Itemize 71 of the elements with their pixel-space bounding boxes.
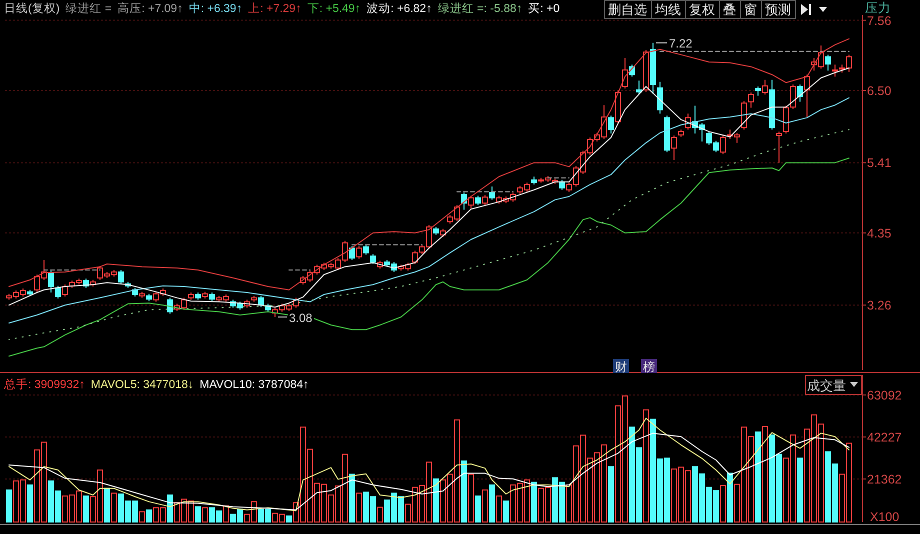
bar [83,496,89,522]
y-tick-label: 5.41 [867,156,892,170]
bar [496,496,502,522]
text: 高压: +7.09↑ [118,1,183,15]
bar [286,515,292,522]
y-tick-label: 4.35 [867,226,892,240]
y-tick-label: 7.56 [867,14,892,28]
text: 绿进红 =: -5.88↑ [438,2,522,15]
y-axis-title: 压力 [865,1,891,15]
bar [27,484,33,522]
annotation: 成交量 [807,378,846,393]
annotation: 榜 [643,360,655,374]
bar [461,460,467,522]
bar [797,458,803,522]
bar [727,472,733,522]
line-series [8,38,850,290]
bar [643,409,649,522]
y-tick-label: 42227 [867,430,902,444]
bar [146,509,152,522]
annotation: 叠 [723,2,736,17]
text: MAVOL10: 3787084↑ [200,379,309,391]
line-series [8,97,850,324]
text: MAVOL5: 3477018↓ [90,379,194,391]
bar [531,482,537,522]
bar [433,478,439,522]
annotation: 均线 [654,2,681,17]
line-series [8,432,850,510]
bar [349,474,355,522]
bar [503,500,509,522]
bar [608,466,614,522]
bar [202,507,208,522]
bar [139,511,145,522]
bar [762,426,768,522]
bar [720,485,726,522]
annotation: 复权 [689,2,715,17]
line-series [8,129,850,340]
bar [475,496,481,522]
candlestick [650,42,656,94]
bar [223,505,229,522]
line-series [8,158,850,357]
y-axis-title: X100 [870,510,900,524]
y-tick-label: 3.26 [867,298,892,313]
bar [104,488,110,522]
bar [755,431,761,522]
text: 下: +5.49↑ [307,2,361,15]
text: 总手: 3909932↑ [3,377,85,391]
bar [356,492,362,522]
annotation: 窗 [744,2,757,17]
annotation: 预测 [765,2,791,17]
annotation: 删自选 [608,2,647,17]
y-tick-label: 21362 [867,472,902,486]
bar [6,489,12,522]
annotation: 7.22 [669,36,693,50]
bar [167,494,173,522]
text: 波动: +6.82↑ [366,2,432,15]
y-tick-label: 63092 [867,388,902,402]
bar [482,489,488,522]
chart-title: 日线(复权) [4,2,60,15]
bar [377,506,383,522]
bar [195,506,201,522]
text: 上: +7.29↑ [248,2,302,15]
text: 买: +0 [528,2,560,15]
y-tick-label: 6.50 [867,84,892,98]
bar [489,484,495,522]
text: 中: +6.39↑ [188,2,242,15]
chart-subtitle: 绿进红 = [66,2,112,15]
annotation: 3.08 [289,311,313,326]
annotation: 财 [615,360,627,374]
bar [468,474,474,522]
bar [111,492,117,522]
line-series [8,418,850,512]
